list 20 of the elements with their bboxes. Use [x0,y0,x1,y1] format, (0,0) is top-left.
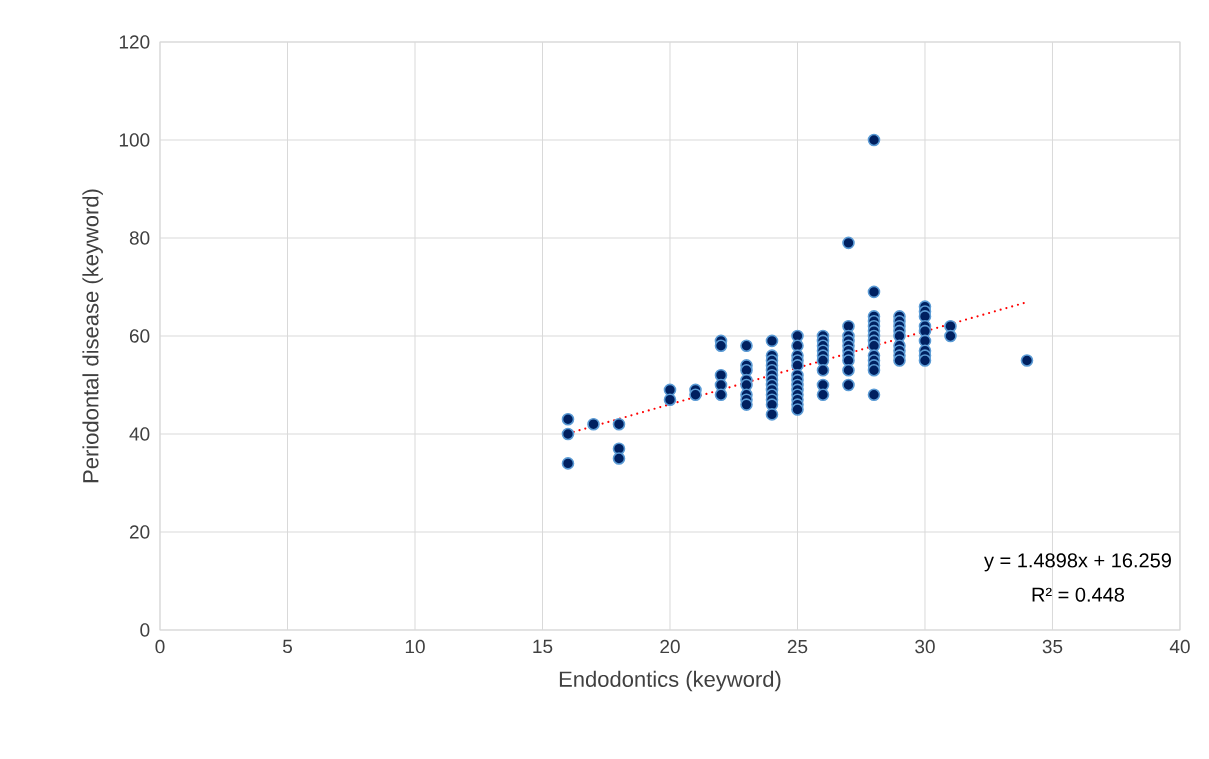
y-tick-label: 0 [140,623,150,637]
x-tick-label: 10 [405,639,425,654]
x-tick-label: 35 [1042,639,1063,654]
x-tick-label: 25 [787,639,808,654]
x-tick-label: 5 [282,639,292,654]
annotation: y = 1.4898x + 16.259 [984,553,1171,572]
x-tick-label: 0 [155,639,165,654]
x-axis-title: Endodontics (keyword) [559,670,781,692]
y-tick-label: 80 [129,231,150,245]
y-tick-label: 100 [119,133,150,147]
y-tick-label: 120 [119,35,150,49]
x-tick-label: 15 [533,639,553,654]
annotation: R² = 0.448 [1032,587,1125,602]
x-tick-label: 40 [1169,639,1190,654]
y-tick-label: 40 [129,427,150,441]
y-axis-title: Periodontal disease (keyword) [82,189,103,483]
x-tick-label: 20 [660,639,680,654]
y-tick-label: 20 [129,525,150,539]
y-tick-label: 60 [129,329,150,343]
x-tick-label: 30 [915,639,935,654]
